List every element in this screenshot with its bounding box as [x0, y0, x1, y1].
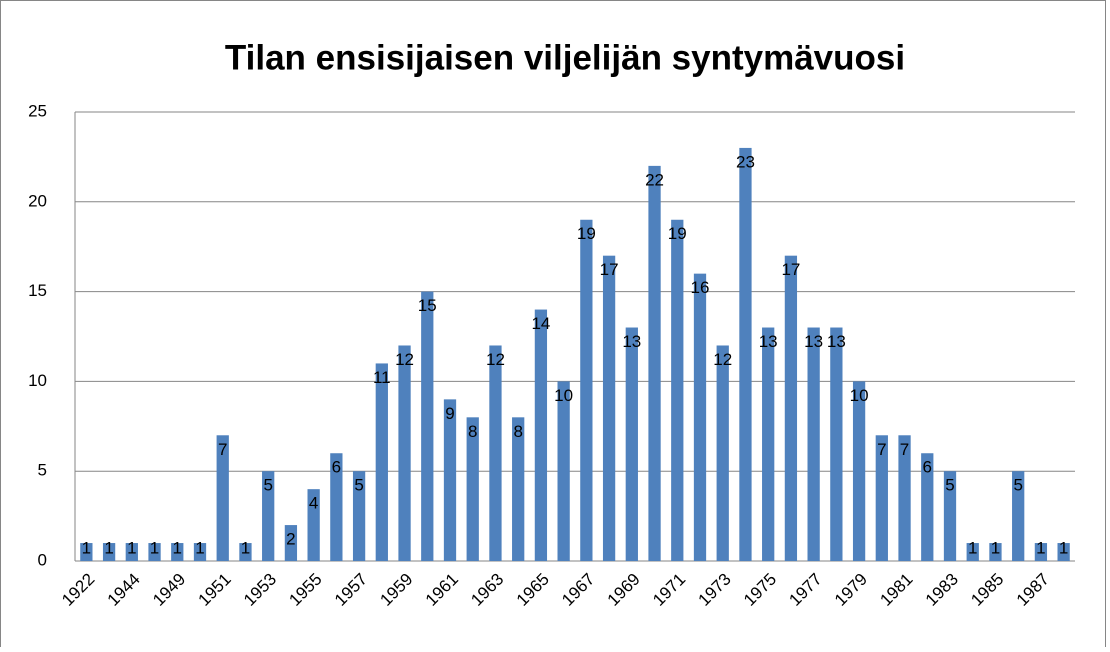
y-tick-label: 5 — [38, 461, 47, 480]
bar — [807, 327, 820, 561]
bar — [239, 543, 252, 561]
bar — [330, 453, 343, 561]
data-label: 13 — [759, 332, 778, 351]
chart-title: Tilan ensisijaisen viljelijän syntymävuo… — [225, 38, 905, 77]
data-label: 14 — [531, 314, 550, 333]
data-label: 6 — [332, 458, 341, 477]
bar — [466, 417, 479, 561]
data-label: 17 — [781, 260, 800, 279]
data-label: 7 — [218, 440, 227, 459]
bar — [1057, 543, 1070, 561]
data-label: 6 — [923, 458, 932, 477]
y-tick-label: 10 — [28, 371, 47, 390]
bar — [262, 471, 275, 561]
data-label: 15 — [418, 296, 437, 315]
bar — [489, 345, 502, 561]
bar — [852, 381, 866, 561]
data-label: 2 — [286, 530, 295, 549]
data-label: 19 — [668, 224, 687, 243]
data-label: 5 — [354, 476, 363, 495]
data-label: 13 — [804, 332, 823, 351]
data-label: 1 — [1059, 538, 1068, 557]
bar — [875, 435, 888, 561]
data-label: 1 — [104, 538, 113, 557]
data-label: 16 — [691, 278, 710, 297]
data-label: 1 — [127, 538, 136, 557]
data-label: 5 — [945, 476, 954, 495]
bar — [943, 471, 957, 561]
data-label: 8 — [513, 422, 522, 441]
data-label: 7 — [877, 440, 886, 459]
data-label: 9 — [445, 404, 454, 423]
bar — [693, 273, 707, 561]
data-label: 5 — [263, 476, 272, 495]
bar — [443, 399, 457, 561]
data-label: 13 — [827, 332, 846, 351]
bar — [1012, 471, 1025, 561]
bar — [193, 543, 207, 561]
bar — [557, 381, 570, 561]
y-tick-label: 20 — [28, 191, 47, 210]
data-label: 19 — [577, 224, 596, 243]
bar — [375, 363, 388, 561]
data-label: 17 — [600, 260, 619, 279]
bar — [352, 471, 366, 561]
data-label: 1 — [173, 538, 182, 557]
y-tick-label: 25 — [28, 101, 47, 120]
data-label: 1 — [241, 538, 250, 557]
y-tick-label: 15 — [28, 281, 47, 300]
data-label: 10 — [850, 386, 869, 405]
data-label: 12 — [713, 350, 732, 369]
data-label: 4 — [309, 494, 318, 513]
bar — [216, 435, 229, 561]
bar — [421, 291, 434, 561]
bar — [762, 327, 775, 561]
bar — [625, 327, 638, 561]
data-label: 1 — [968, 538, 977, 557]
bar — [125, 543, 138, 561]
data-label: 13 — [622, 332, 641, 351]
bar — [671, 219, 684, 561]
bar — [784, 255, 798, 561]
bar — [580, 219, 593, 561]
bar — [148, 543, 161, 561]
data-label: 12 — [486, 350, 505, 369]
bar — [307, 489, 320, 561]
data-label: 1 — [1036, 538, 1045, 557]
data-label: 10 — [554, 386, 573, 405]
bar — [102, 543, 116, 561]
bar — [989, 543, 1002, 561]
data-label: 22 — [645, 170, 664, 189]
bar — [1034, 543, 1048, 561]
bar — [648, 165, 661, 561]
bar — [80, 543, 93, 561]
data-label: 1 — [82, 538, 91, 557]
data-label: 5 — [1013, 476, 1022, 495]
data-label: 8 — [468, 422, 477, 441]
bar — [398, 345, 411, 561]
bar — [512, 417, 525, 561]
bar — [898, 435, 911, 561]
bar — [284, 525, 298, 561]
bar — [171, 543, 184, 561]
bar — [830, 327, 843, 561]
bar — [921, 453, 934, 561]
bar — [739, 147, 752, 562]
data-label: 7 — [900, 440, 909, 459]
data-label: 11 — [373, 368, 391, 387]
bar — [534, 309, 548, 561]
data-label: 12 — [395, 350, 414, 369]
data-label: 1 — [195, 538, 204, 557]
bar — [602, 255, 616, 561]
y-tick-label: 0 — [38, 550, 47, 569]
data-label: 23 — [736, 152, 755, 171]
data-label: 1 — [150, 538, 159, 557]
data-label: 1 — [991, 538, 1000, 557]
bar — [966, 543, 979, 561]
bar — [716, 345, 729, 561]
